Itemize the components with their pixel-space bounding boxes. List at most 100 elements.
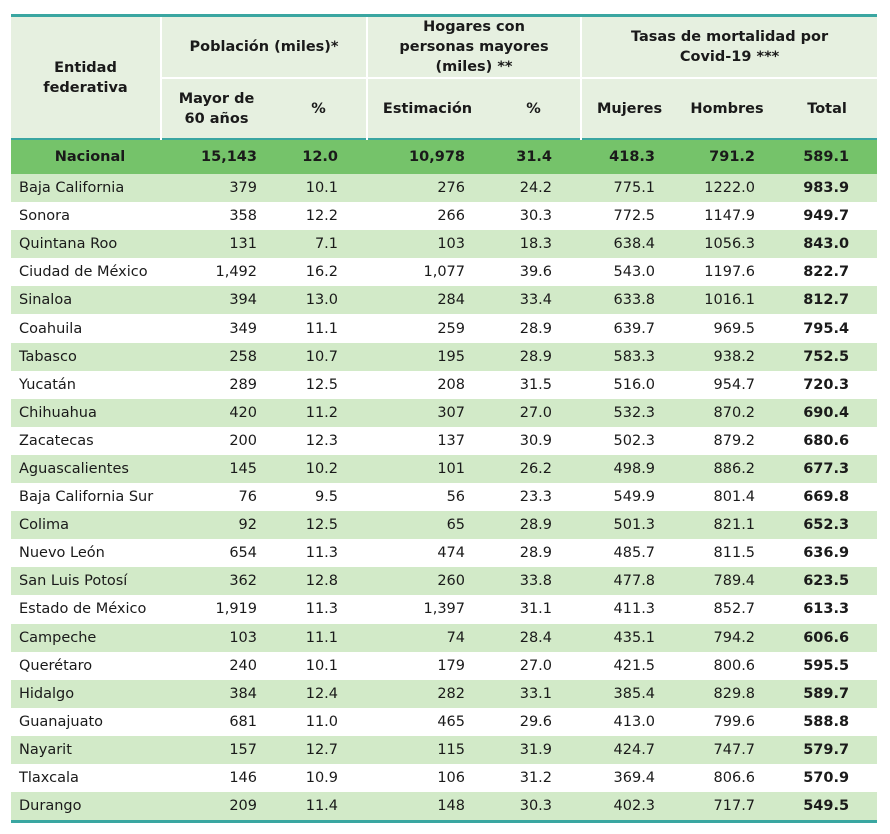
cell-total: 680.6 bbox=[777, 426, 878, 455]
cell-pct-hogares: 30.3 bbox=[487, 792, 582, 821]
cell-total: 752.5 bbox=[777, 342, 878, 371]
table-row: Colima 92 12.5 65 28.9 501.3 821.1 652.3 bbox=[11, 511, 878, 540]
cell-estimacion: 65 bbox=[367, 511, 488, 540]
cell-total: 636.9 bbox=[777, 539, 878, 568]
cell-total: 579.7 bbox=[777, 735, 878, 764]
cell-entity: Baja California bbox=[11, 174, 161, 203]
cell-hombres: 1222.0 bbox=[677, 174, 778, 203]
cell-mayor60: 681 bbox=[161, 707, 271, 736]
table-row: Durango 209 11.4 148 30.3 402.3 717.7 549.5 bbox=[11, 792, 878, 821]
cell-mujeres: 424.7 bbox=[581, 735, 678, 764]
cell-entity: Sinaloa bbox=[11, 286, 161, 315]
cell-mujeres: 498.9 bbox=[581, 454, 678, 484]
cell-estimacion: 276 bbox=[367, 174, 488, 203]
cell-entity: Estado de México bbox=[11, 595, 161, 624]
cell-estimacion: 195 bbox=[367, 342, 488, 371]
table-row: Tabasco 258 10.7 195 28.9 583.3 938.2 752.5 bbox=[11, 342, 878, 371]
cell-mujeres: 413.0 bbox=[581, 707, 678, 736]
cell-total: 589.1 bbox=[777, 138, 878, 174]
cell-mujeres: 775.1 bbox=[581, 174, 678, 203]
cell-total: 549.5 bbox=[777, 792, 878, 821]
cell-total: 677.3 bbox=[777, 454, 878, 484]
cell-pct-poblacion: 11.1 bbox=[271, 314, 368, 343]
cell-mayor60: 145 bbox=[161, 454, 271, 484]
cell-estimacion: 307 bbox=[367, 398, 488, 427]
cell-pct-hogares: 28.4 bbox=[487, 623, 582, 652]
cell-hombres: 879.2 bbox=[677, 426, 778, 455]
cell-pct-hogares: 29.6 bbox=[487, 707, 582, 736]
table-header: Entidad federativa Población (miles)* Ho… bbox=[11, 17, 878, 139]
cell-entity: Chihuahua bbox=[11, 398, 161, 427]
table-row: Baja California Sur 76 9.5 56 23.3 549.9 801.4… bbox=[11, 483, 878, 512]
cell-mayor60: 420 bbox=[161, 398, 271, 427]
cell-hombres: 794.2 bbox=[677, 623, 778, 652]
cell-pct-hogares: 31.1 bbox=[487, 595, 582, 624]
header-poblacion: Población (miles)* bbox=[161, 17, 369, 79]
cell-hombres: 747.7 bbox=[677, 735, 778, 764]
table-row: Tlaxcala 146 10.9 106 31.2 369.4 806.6 570.9 bbox=[11, 763, 878, 793]
cell-mayor60: 103 bbox=[161, 623, 271, 652]
cell-total: 623.5 bbox=[777, 567, 878, 596]
cell-hombres: 791.2 bbox=[677, 138, 778, 174]
cell-estimacion: 284 bbox=[367, 286, 488, 315]
cell-mujeres: 385.4 bbox=[581, 679, 678, 708]
cell-pct-hogares: 31.5 bbox=[487, 370, 582, 399]
cell-estimacion: 115 bbox=[367, 735, 488, 764]
cell-mujeres: 411.3 bbox=[581, 595, 678, 624]
cell-total: 613.3 bbox=[777, 595, 878, 624]
table-row: Hidalgo 384 12.4 282 33.1 385.4 829.8 589.7 bbox=[11, 679, 878, 708]
table-row: Ciudad de México 1,492 16.2 1,077 39.6 543.0 1… bbox=[11, 258, 878, 287]
cell-mujeres: 418.3 bbox=[581, 138, 678, 174]
mortality-table-container: Entidad federativa Población (miles)* Ho… bbox=[11, 14, 878, 824]
cell-hombres: 886.2 bbox=[677, 454, 778, 484]
cell-total: 822.7 bbox=[777, 258, 878, 287]
cell-pct-poblacion: 12.3 bbox=[271, 426, 368, 455]
cell-pct-poblacion: 10.2 bbox=[271, 454, 368, 484]
cell-mujeres: 477.8 bbox=[581, 567, 678, 596]
cell-entity: Tabasco bbox=[11, 342, 161, 371]
cell-entity: Baja California Sur bbox=[11, 483, 161, 512]
cell-entity: Ciudad de México bbox=[11, 258, 161, 287]
cell-mayor60: 15,143 bbox=[161, 138, 271, 174]
cell-mayor60: 200 bbox=[161, 426, 271, 455]
cell-total: 595.5 bbox=[777, 651, 878, 680]
table-row: Aguascalientes 145 10.2 101 26.2 498.9 886.2 67… bbox=[11, 454, 878, 484]
cell-hombres: 806.6 bbox=[677, 763, 778, 793]
cell-entity: Quintana Roo bbox=[11, 230, 161, 259]
mortality-table: Entidad federativa Población (miles)* Ho… bbox=[11, 17, 878, 821]
cell-mayor60: 1,492 bbox=[161, 258, 271, 287]
cell-total: 652.3 bbox=[777, 511, 878, 540]
cell-total: 690.4 bbox=[777, 398, 878, 427]
cell-mayor60: 654 bbox=[161, 539, 271, 568]
cell-hombres: 852.7 bbox=[677, 595, 778, 624]
cell-mayor60: 289 bbox=[161, 370, 271, 399]
table-row: Guanajuato 681 11.0 465 29.6 413.0 799.6 588.8 bbox=[11, 707, 878, 736]
cell-pct-poblacion: 10.7 bbox=[271, 342, 368, 371]
cell-hombres: 938.2 bbox=[677, 342, 778, 371]
cell-hombres: 801.4 bbox=[677, 483, 778, 512]
bottom-rule bbox=[11, 820, 877, 824]
cell-hombres: 821.1 bbox=[677, 511, 778, 540]
cell-mayor60: 384 bbox=[161, 679, 271, 708]
table-row: San Luis Potosí 362 12.8 260 33.8 477.8 789.4 6… bbox=[11, 567, 878, 596]
cell-pct-poblacion: 13.0 bbox=[271, 286, 368, 315]
cell-mayor60: 394 bbox=[161, 286, 271, 315]
national-row: Nacional 15,143 12.0 10,978 31.4 418.3 7… bbox=[11, 138, 878, 174]
cell-total: 812.7 bbox=[777, 286, 878, 315]
cell-mayor60: 209 bbox=[161, 792, 271, 821]
cell-estimacion: 10,978 bbox=[367, 138, 488, 174]
cell-hombres: 1147.9 bbox=[677, 202, 778, 231]
cell-entity: Nacional bbox=[11, 138, 161, 174]
cell-mujeres: 639.7 bbox=[581, 314, 678, 343]
cell-estimacion: 103 bbox=[367, 230, 488, 259]
cell-mayor60: 358 bbox=[161, 202, 271, 231]
cell-pct-hogares: 33.4 bbox=[487, 286, 582, 315]
cell-pct-hogares: 23.3 bbox=[487, 483, 582, 512]
cell-entity: Campeche bbox=[11, 623, 161, 652]
cell-total: 589.7 bbox=[777, 679, 878, 708]
cell-pct-hogares: 33.1 bbox=[487, 679, 582, 708]
cell-mayor60: 240 bbox=[161, 651, 271, 680]
cell-entity: Coahuila bbox=[11, 314, 161, 343]
cell-pct-poblacion: 12.8 bbox=[271, 567, 368, 596]
cell-estimacion: 259 bbox=[367, 314, 488, 343]
